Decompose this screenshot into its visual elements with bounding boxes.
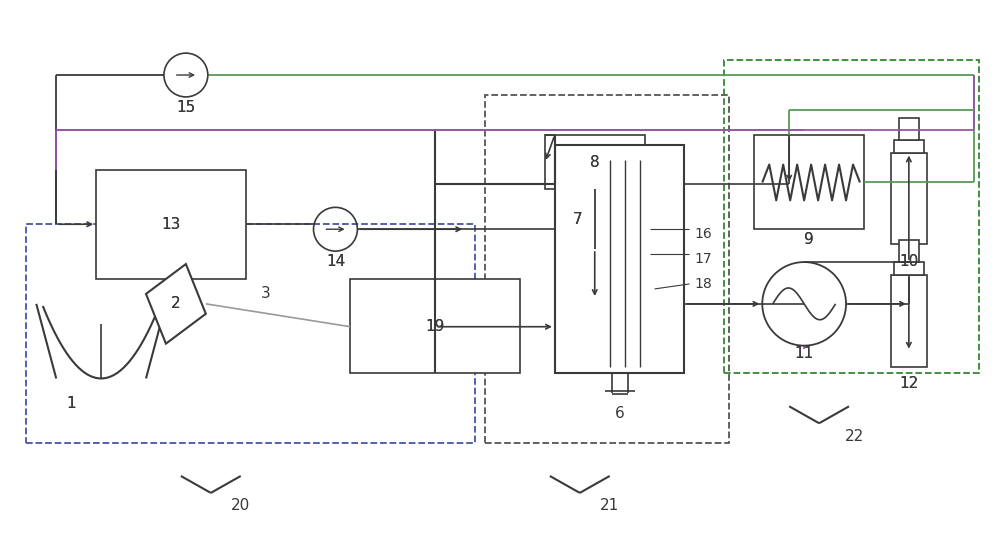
Text: 2: 2 bbox=[171, 296, 181, 311]
Text: 19: 19 bbox=[425, 319, 445, 334]
Bar bbox=[545, 135, 645, 189]
Text: 18: 18 bbox=[694, 277, 712, 291]
Text: 7: 7 bbox=[573, 212, 583, 227]
Text: 9: 9 bbox=[804, 232, 814, 247]
Bar bbox=[891, 275, 927, 367]
Bar bbox=[555, 144, 684, 373]
Bar bbox=[894, 139, 924, 153]
Text: 12: 12 bbox=[899, 376, 918, 391]
Bar bbox=[724, 60, 979, 373]
Bar bbox=[350, 279, 520, 373]
Text: 22: 22 bbox=[844, 429, 864, 444]
Text: 19: 19 bbox=[425, 319, 445, 334]
Text: 11: 11 bbox=[795, 346, 814, 361]
Text: 15: 15 bbox=[176, 100, 196, 115]
Text: 16: 16 bbox=[694, 227, 712, 241]
Text: 8: 8 bbox=[590, 155, 600, 170]
Text: 17: 17 bbox=[694, 252, 712, 266]
Text: 1: 1 bbox=[66, 396, 76, 411]
Bar bbox=[96, 170, 246, 279]
Text: 11: 11 bbox=[795, 346, 814, 361]
Text: 10: 10 bbox=[899, 254, 918, 268]
Text: 15: 15 bbox=[176, 100, 196, 115]
Bar bbox=[754, 135, 864, 229]
Text: 13: 13 bbox=[161, 217, 181, 232]
Text: 14: 14 bbox=[326, 254, 345, 268]
Text: 2: 2 bbox=[171, 296, 181, 311]
Bar bbox=[485, 95, 729, 443]
Text: 14: 14 bbox=[326, 254, 345, 268]
Text: 8: 8 bbox=[590, 155, 600, 170]
Text: 7: 7 bbox=[573, 212, 583, 227]
Text: 12: 12 bbox=[899, 376, 918, 391]
Text: 13: 13 bbox=[161, 217, 181, 232]
Text: 3: 3 bbox=[261, 287, 271, 301]
Text: 20: 20 bbox=[231, 498, 250, 513]
Bar bbox=[891, 153, 927, 244]
Text: 1: 1 bbox=[66, 396, 76, 411]
Text: 9: 9 bbox=[804, 232, 814, 247]
Text: 10: 10 bbox=[899, 254, 918, 268]
Text: 6: 6 bbox=[615, 406, 625, 421]
Bar bbox=[899, 118, 919, 139]
Bar bbox=[894, 262, 924, 275]
Text: 21: 21 bbox=[600, 498, 619, 513]
Bar bbox=[26, 224, 475, 443]
Bar bbox=[899, 240, 919, 262]
Polygon shape bbox=[146, 264, 206, 344]
